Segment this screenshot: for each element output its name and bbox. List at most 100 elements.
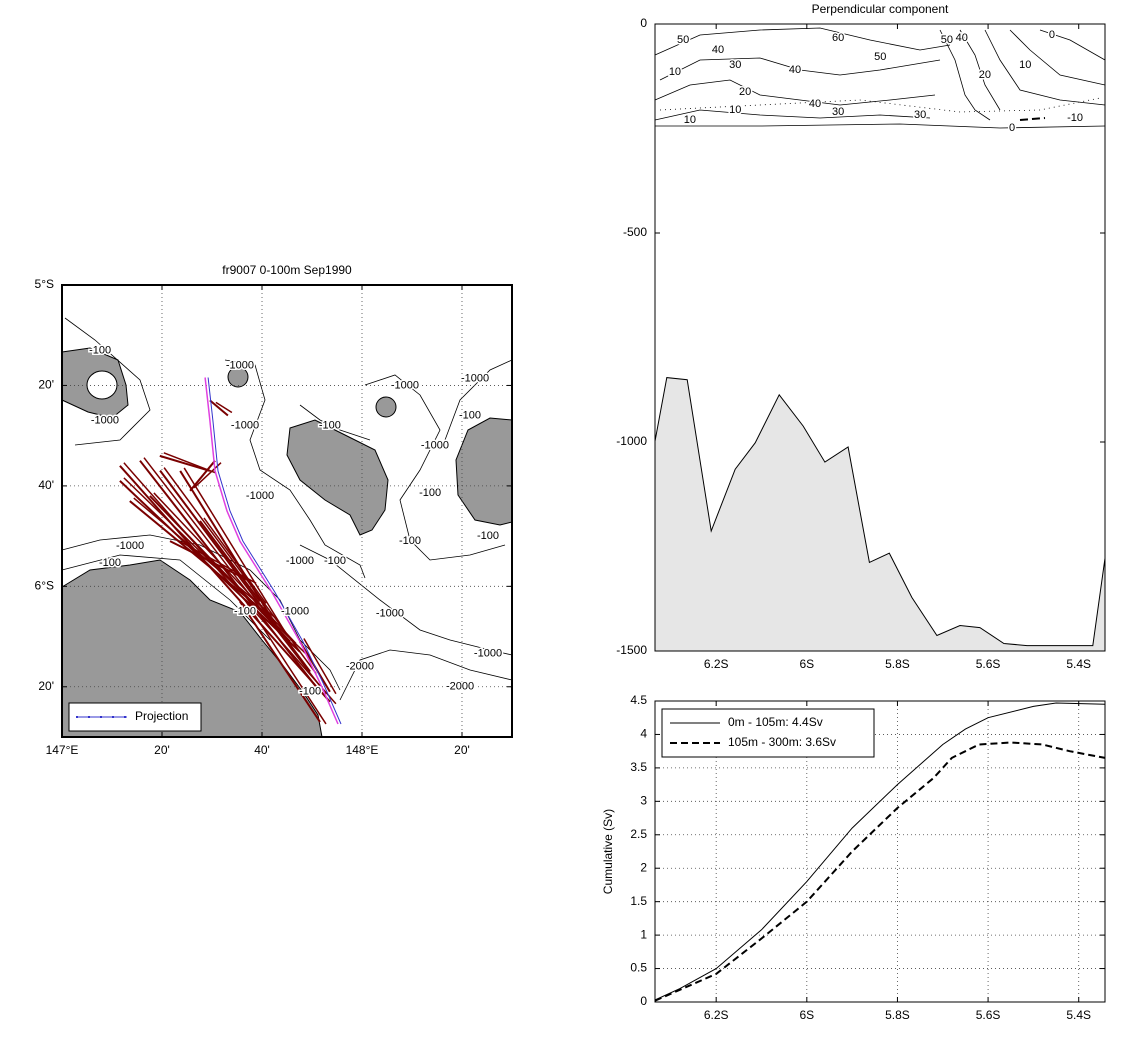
projection-line <box>207 377 342 725</box>
velocity-vector <box>189 460 216 492</box>
track <box>204 377 339 725</box>
velocity-vector <box>159 454 211 472</box>
y-tick-label: 2 <box>640 860 647 874</box>
legend-label: 0m - 105m: 4.4Sv <box>728 715 823 729</box>
y-tick-label: 20' <box>38 378 54 392</box>
contour-line <box>984 29 1106 106</box>
x-tick-label: 6.2S <box>704 1008 729 1022</box>
y-axis-label: Cumulative (Sv) <box>601 809 615 894</box>
y-tick-label: 3 <box>640 794 647 808</box>
x-tick-label: 6.2S <box>704 657 729 671</box>
x-tick-label: 5.8S <box>885 1008 910 1022</box>
velocity-vector <box>149 495 291 643</box>
velocity-vector <box>139 460 321 693</box>
y-tick-label: 2.5 <box>630 827 647 841</box>
contour-label: -2000 <box>446 681 474 693</box>
contour-line <box>224 359 366 579</box>
legend-marker <box>100 716 102 718</box>
contour-label: 0 <box>1049 29 1055 41</box>
contour-line <box>64 317 151 446</box>
contour-label: 10 <box>684 114 696 126</box>
y-tick-label: 40' <box>38 478 54 492</box>
contour-label: -1000 <box>281 605 309 617</box>
contour-label: -1000 <box>286 555 314 567</box>
contour-label: 60 <box>832 32 844 44</box>
legend-marker <box>88 716 90 718</box>
contour-label: -100 <box>319 420 341 432</box>
contour-line <box>959 29 1001 111</box>
velocity-vector <box>173 537 257 584</box>
contour-label: -1000 <box>376 607 404 619</box>
contour-label: -100 <box>99 557 121 569</box>
legend-marker <box>124 716 126 718</box>
y-tick-label: 0 <box>640 994 647 1008</box>
contour-label: -100 <box>89 344 111 356</box>
contour-line <box>659 97 1101 113</box>
velocity-vector <box>183 467 287 634</box>
land <box>227 366 249 388</box>
x-tick-label: 5.6S <box>976 1008 1001 1022</box>
legend-box <box>661 708 875 758</box>
x-tick-label: 5.4S <box>1066 657 1091 671</box>
y-tick-label: 1.5 <box>630 894 647 908</box>
chart-title: fr9007 0-100m Sep1990 <box>222 263 352 277</box>
contour-line <box>1039 29 1106 61</box>
y-tick-label: 0 <box>640 16 647 30</box>
velocity-vector <box>239 600 321 723</box>
contour-label: 10 <box>669 66 681 78</box>
y-tick-label: 20' <box>38 679 54 693</box>
contour-label: -100 <box>324 555 346 567</box>
contour-line <box>444 359 513 441</box>
contour-label: 40 <box>956 32 968 44</box>
velocity-vector <box>203 517 267 604</box>
x-tick-label: 6S <box>799 1008 814 1022</box>
legend-label: 105m - 300m: 3.6Sv <box>728 735 836 749</box>
contour-label: -1000 <box>231 420 259 432</box>
contour-label: 20 <box>739 86 751 98</box>
land <box>61 559 323 738</box>
contour-label: -100 <box>299 686 321 698</box>
contour-label: -1000 <box>461 372 489 384</box>
velocity-vector <box>179 470 281 633</box>
map-land <box>61 347 513 738</box>
contour-line <box>1009 29 1106 86</box>
contour-label: -100 <box>419 487 441 499</box>
contour-line <box>655 123 1106 129</box>
x-tick-label: 20' <box>454 743 470 757</box>
x-tick-label: 5.6S <box>976 657 1001 671</box>
contour-label: 30 <box>729 59 741 71</box>
contour-label: 30 <box>914 109 926 121</box>
land <box>375 396 397 418</box>
contour-line <box>1019 117 1046 121</box>
x-tick-label: 148°E <box>346 743 379 757</box>
land <box>455 417 513 526</box>
contour-line <box>654 79 936 106</box>
y-tick-label: 4 <box>640 727 647 741</box>
y-tick-label: -1500 <box>616 643 647 657</box>
y-tick-label: -500 <box>623 225 647 239</box>
contour-label: -1000 <box>116 540 144 552</box>
x-tick-label: 147°E <box>46 743 79 757</box>
y-tick-label: 6°S <box>35 579 54 593</box>
contour-label: -100 <box>459 409 481 421</box>
velocity-vector <box>143 457 327 695</box>
x-tick-label: 5.8S <box>885 657 910 671</box>
y-tick-label: 4.5 <box>630 693 647 707</box>
contour-line <box>939 29 991 121</box>
velocity-vector <box>193 462 222 489</box>
contour-label: 10 <box>729 104 741 116</box>
velocity-vector <box>169 540 251 583</box>
velocity-vector <box>209 399 229 417</box>
map-contours <box>61 317 513 701</box>
velocity-vector <box>119 465 331 703</box>
y-tick-label: 5°S <box>35 277 54 291</box>
y-tick-label: 0.5 <box>630 961 647 975</box>
contour-line <box>339 649 513 701</box>
x-tick-label: 20' <box>154 743 170 757</box>
lake <box>86 370 118 400</box>
legend-label: Projection <box>135 709 188 723</box>
contour-label: 50 <box>874 51 886 63</box>
velocity-vector <box>243 597 327 725</box>
contour-line <box>299 544 513 656</box>
